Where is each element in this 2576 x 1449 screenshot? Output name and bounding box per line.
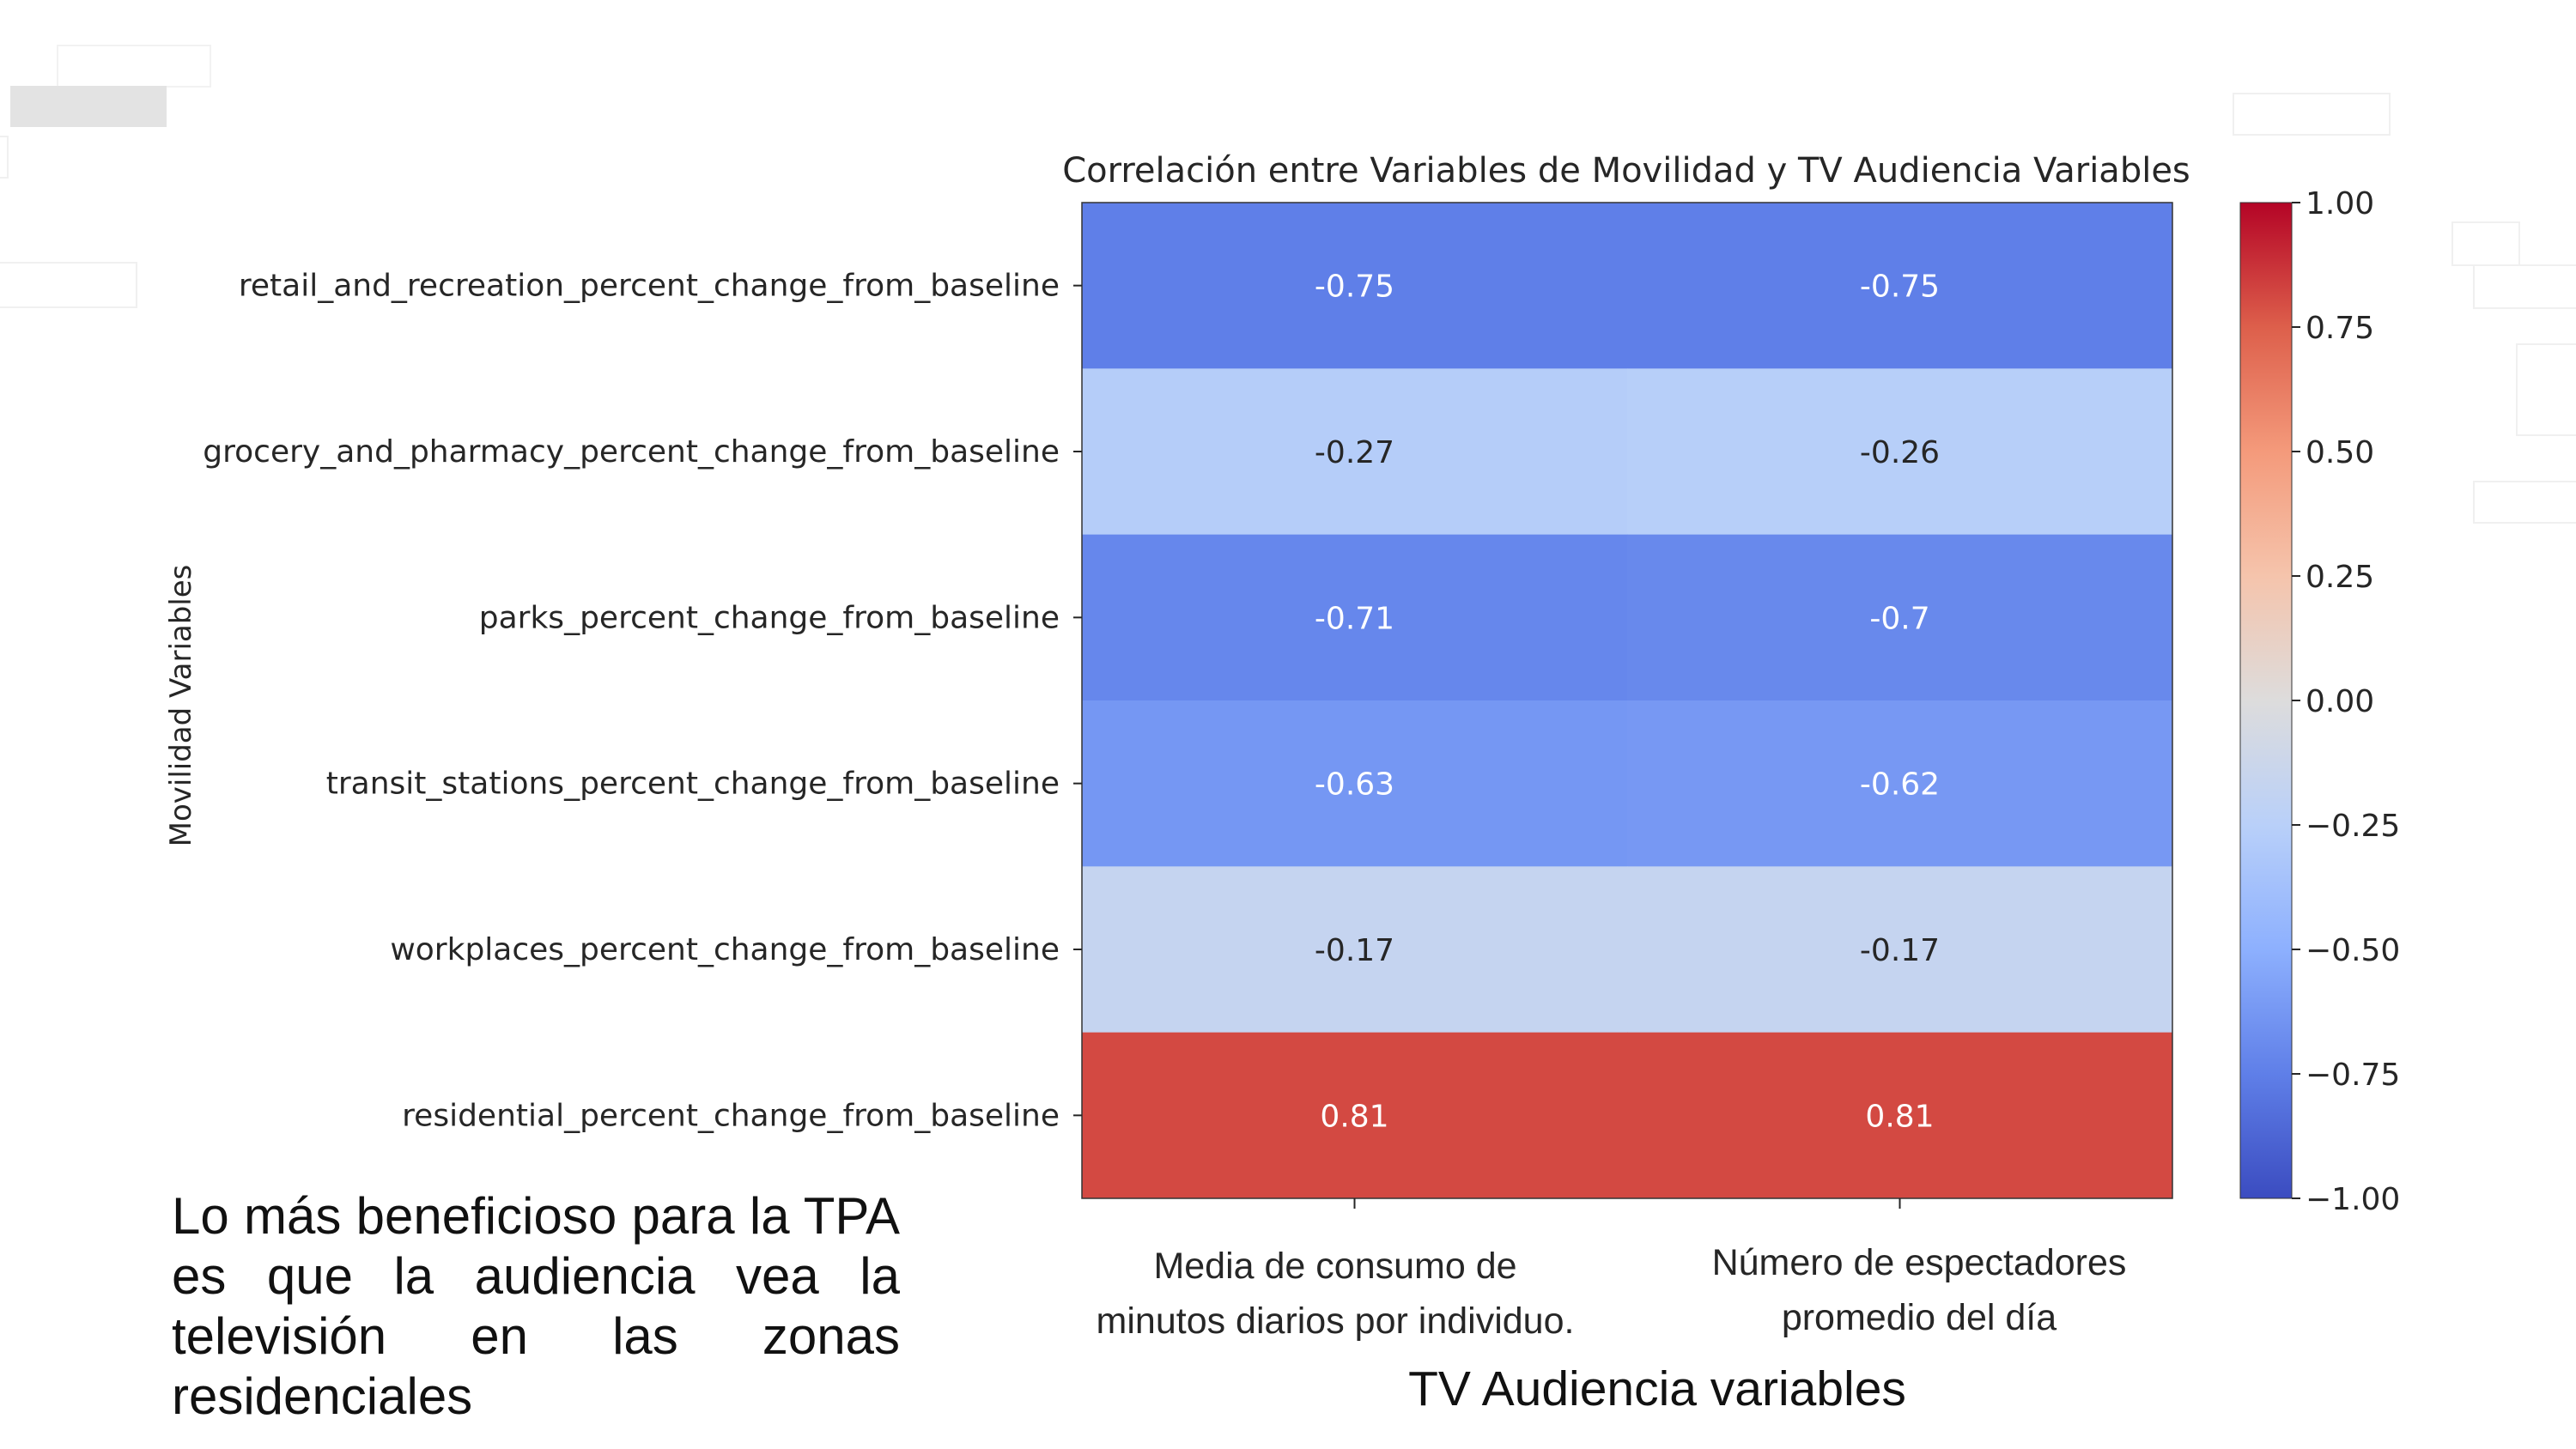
y-tick-label: transit_stations_percent_change_from_bas… [326,767,1060,802]
colorbar-tick-label: 1.00 [2306,186,2374,221]
cell-value-label: -0.75 [1860,270,1940,305]
cell-value-label: -0.71 [1315,601,1394,636]
x-category-label-1: Media de consumo de minutos diarios por … [1096,1246,1575,1342]
cell-value-label: -0.17 [1860,933,1940,968]
y-tick-label: parks_percent_change_from_baseline [479,600,1060,635]
colorbar-tick-label: −1.00 [2306,1182,2400,1217]
colorbar-ticks: 1.00 0.75 0.50 0.25 0.00 −0.25 −0.50 −0.75 −1.00 [2239,186,2400,1217]
colorbar-tick-label: −0.25 [2306,809,2400,844]
decor-gray-bar [10,86,167,127]
annotation-text: Lo más beneficioso para la TPA es que la… [172,1187,900,1425]
heatmap-cell [1627,203,2173,369]
decor-box [2473,481,2576,524]
y-tick-label: workplaces_percent_change_from_baseline [390,932,1060,967]
colorbar-tick-label: 0.00 [2306,684,2374,719]
heatmap-cell [1627,700,2173,867]
colorbar-tick-label: 0.25 [2306,560,2374,595]
cell-value-label: -0.62 [1860,767,1940,803]
heatmap-cell [1082,203,1628,369]
chart-title: Correlación entre Variables de Movilidad… [1062,151,2190,191]
colorbar-tick-label: 0.75 [2306,311,2374,346]
row-labels: retail_and_recreation_percent_change_fro… [203,269,1082,1133]
cell-value-label: 0.81 [1320,1099,1388,1134]
x-axis-label: TV Audiencia variables [1408,1361,1906,1416]
heatmap-cell [1627,1032,2173,1199]
heatmap-cell [1082,1032,1628,1199]
heatmap-cell [1082,700,1628,867]
colorbar-tick-label: 0.50 [2306,435,2374,470]
decor-box [2473,264,2576,309]
y-tick-label: residential_percent_change_from_baseline [402,1098,1060,1133]
cell-value-label: -0.63 [1315,767,1394,803]
heatmap-cell [1627,534,2173,701]
heatmap-cell [1082,368,1628,536]
colorbar [2240,203,2292,1198]
cell-value-label: -0.26 [1860,435,1940,470]
cell-value-label: -0.27 [1315,435,1394,470]
cell-value-label: -0.7 [1869,601,1929,636]
y-tick-label: grocery_and_pharmacy_percent_change_from… [203,434,1060,470]
y-axis-label: Movilidad Variables [164,565,198,847]
x-ticks [1353,1198,1901,1209]
heatmap-cells: -0.75 -0.75 -0.27 -0.26 -0.71 -0.7 -0.63 -0.62 -… [1081,202,2173,1199]
colorbar-tick-label: −0.50 [2306,933,2400,968]
cell-value-label: 0.81 [1865,1099,1934,1134]
cell-value-label: -0.75 [1315,270,1394,305]
heatmap-cell [1627,368,2173,536]
cell-value-label: -0.17 [1315,933,1394,968]
decor-box [0,262,137,308]
x-category-label-2: Número de espectadores promedio del día [1711,1242,2127,1338]
heatmap-cell [1082,866,1628,1034]
decor-box [2233,93,2391,136]
heatmap-frame [1081,202,2173,1199]
heatmap-cell [1627,866,2173,1034]
y-tick-label: retail_and_recreation_percent_change_fro… [239,269,1060,304]
decor-box [0,136,9,179]
heatmap-cell [1082,534,1628,701]
colorbar-tick-label: −0.75 [2306,1058,2400,1093]
decor-box [2516,343,2576,436]
